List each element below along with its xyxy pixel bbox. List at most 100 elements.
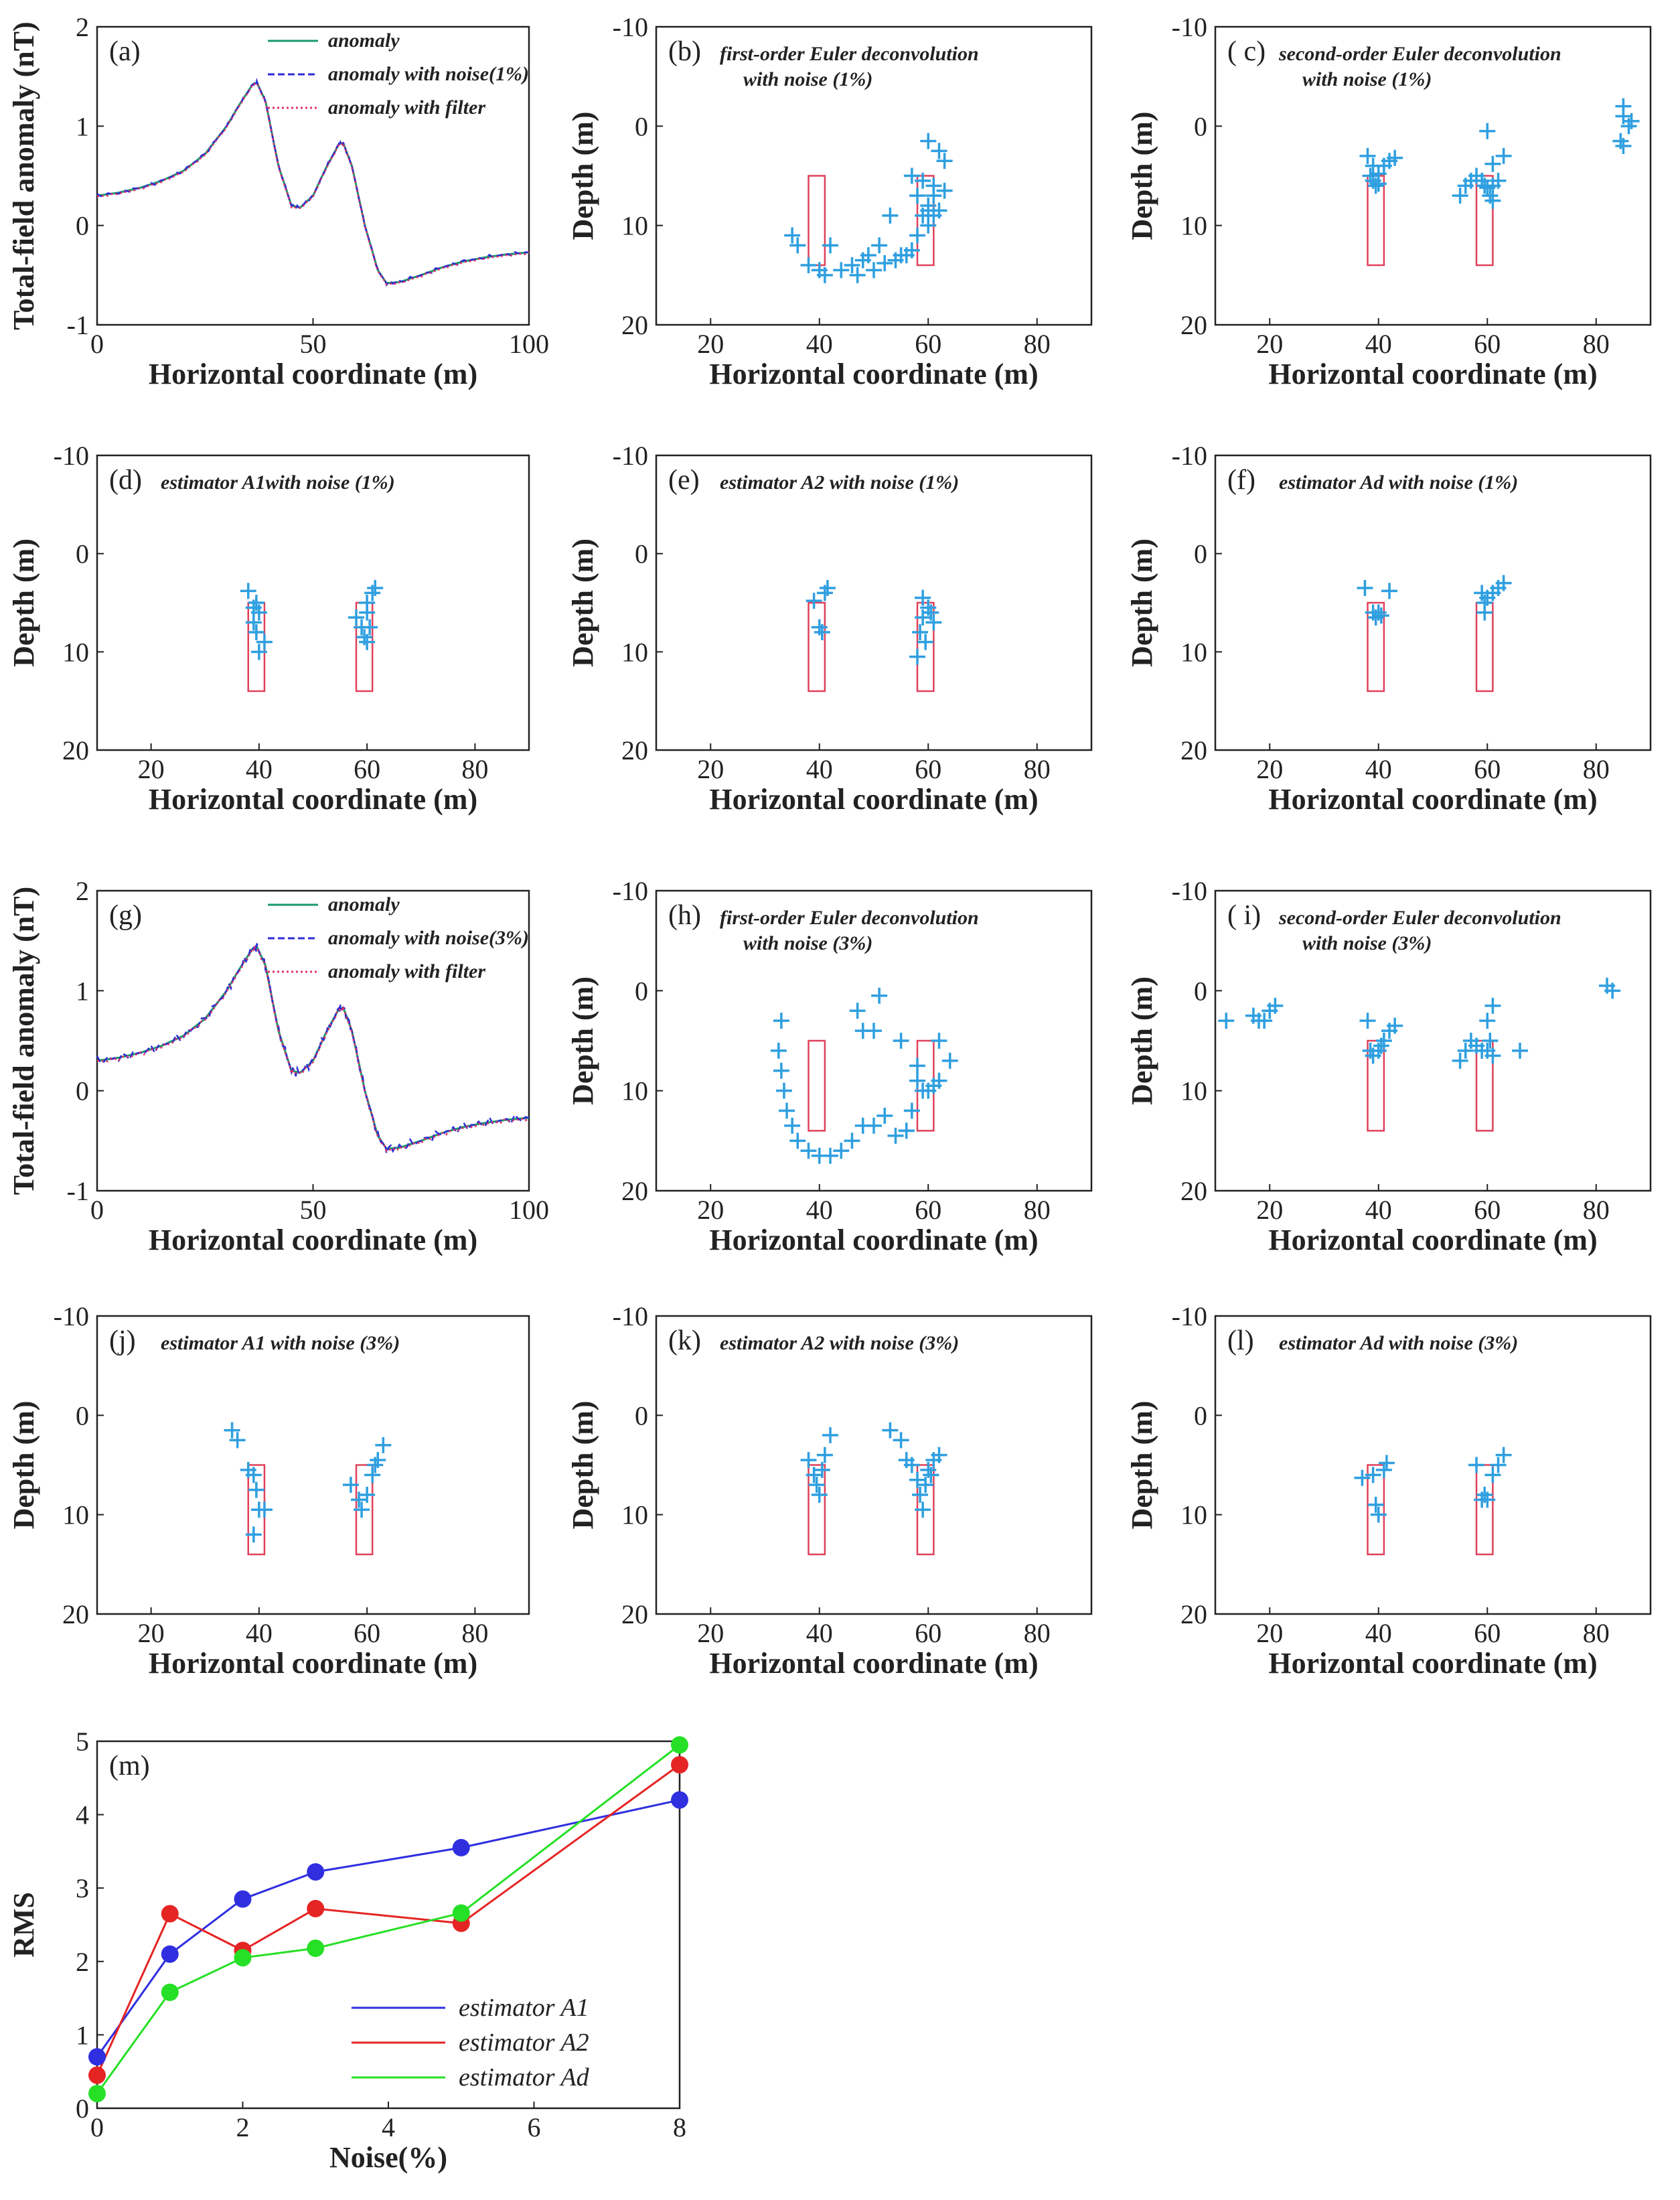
solution-point [819,580,836,596]
solution-point [917,1477,934,1493]
y-tick-label: -10 [1172,12,1207,42]
panel-label: (l) [1227,1325,1254,1356]
x-tick-label: 40 [1365,329,1392,359]
x-tick-label: 80 [461,1618,488,1648]
source-body-outline [808,1039,826,1132]
x-tick-label: 6 [528,2112,541,2142]
solution-point [1359,147,1376,164]
solution-point [1476,604,1493,621]
y-tick-label: -10 [54,1301,89,1331]
solution-point [887,1127,904,1144]
solution-point [931,1072,947,1089]
solution-point [915,609,931,626]
rms-point [671,1791,688,1809]
noisy-anomaly-line [96,943,530,1154]
x-tick-label: 40 [246,1618,273,1648]
x-tick-label: 40 [806,1618,833,1648]
panel-title-line: first-order Euler deconvolution [720,907,979,929]
solution-point [250,644,267,660]
panel-label: (f) [1227,465,1255,496]
solution-point [909,1471,925,1488]
x-tick-label: 80 [1583,329,1610,359]
y-axis-label: Depth (m) [1126,1401,1158,1530]
y-tick-label: -1 [67,1176,89,1206]
y-tick-label: 20 [62,735,89,765]
solution-point [1359,1013,1376,1029]
solution-point [789,1132,806,1149]
solution-point [909,227,925,244]
x-tick-label: 80 [1583,1195,1610,1225]
solution-point [931,143,947,159]
x-axis-label: Horizontal coordinate (m) [149,1647,477,1680]
source-body-outline [916,175,935,267]
rms-point [452,1904,470,1922]
x-tick-label: 8 [673,2112,686,2142]
x-tick-label: 100 [509,329,549,359]
y-tick-label: 1 [76,2020,89,2050]
solution-point [849,267,866,283]
rms-point [307,1863,325,1881]
y-tick-label: 2 [76,876,89,906]
x-tick-label: 60 [1474,1195,1501,1225]
plot-frame [96,454,530,751]
rms-point [88,2048,106,2066]
panel-title-line: estimator A1 with noise (3%) [161,1332,400,1354]
x-tick-label: 80 [1024,1195,1051,1225]
x-tick-label: 2 [236,2112,250,2142]
solution-point [359,595,376,611]
solution-point [876,1108,893,1124]
panel-label: (j) [109,1325,136,1356]
solution-point [240,583,256,599]
rms-point [452,1838,470,1856]
x-tick-label: 20 [697,754,724,784]
x-axis-label: Horizontal coordinate (m) [1268,358,1597,390]
rms-point [671,1736,688,1754]
solution-point [1495,1447,1512,1463]
x-tick-label: 80 [1583,754,1610,784]
solution-point [1484,192,1501,209]
x-tick-label: 20 [697,329,724,359]
solution-point [814,1461,830,1478]
solution-point [1604,982,1621,999]
x-tick-label: 60 [915,754,941,784]
y-tick-label: 0 [635,111,648,141]
solution-point [860,247,876,264]
x-tick-label: 80 [461,754,488,784]
legend-entry: anomaly with noise(3%) [328,927,529,949]
solution-point [224,1422,240,1439]
solution-point [364,1467,381,1483]
solution-point [1373,607,1389,624]
y-axis-label: Depth (m) [566,112,599,240]
y-axis-label: Depth (m) [566,538,599,667]
y-tick-label: -10 [613,12,648,42]
x-tick-label: 20 [697,1618,724,1648]
solution-point [917,634,934,650]
solution-point [1479,123,1496,139]
solution-point [882,207,899,224]
y-tick-label: -10 [613,441,648,471]
solution-point [1484,155,1501,172]
solution-point [775,1082,792,1099]
x-tick-label: 20 [1256,1195,1283,1225]
y-tick-label: 10 [62,1500,89,1530]
solution-point [814,624,830,640]
y-tick-label: 20 [621,735,648,765]
solution-point [822,237,838,254]
solution-point [903,1102,920,1119]
solution-point [806,1467,822,1483]
y-tick-label: 0 [1194,976,1207,1006]
solution-point [1367,1496,1384,1513]
solution-point [359,1487,376,1503]
panel-title-line: first-order Euler deconvolution [720,43,979,65]
x-axis-label: Horizontal coordinate (m) [1268,1224,1597,1256]
solution-point [903,1457,920,1473]
x-tick-label: 50 [300,329,327,359]
y-tick-label: 4 [76,1800,89,1830]
x-tick-label: 60 [354,754,380,784]
solution-point [1484,997,1501,1014]
x-axis-label: Horizontal coordinate (m) [149,783,477,816]
